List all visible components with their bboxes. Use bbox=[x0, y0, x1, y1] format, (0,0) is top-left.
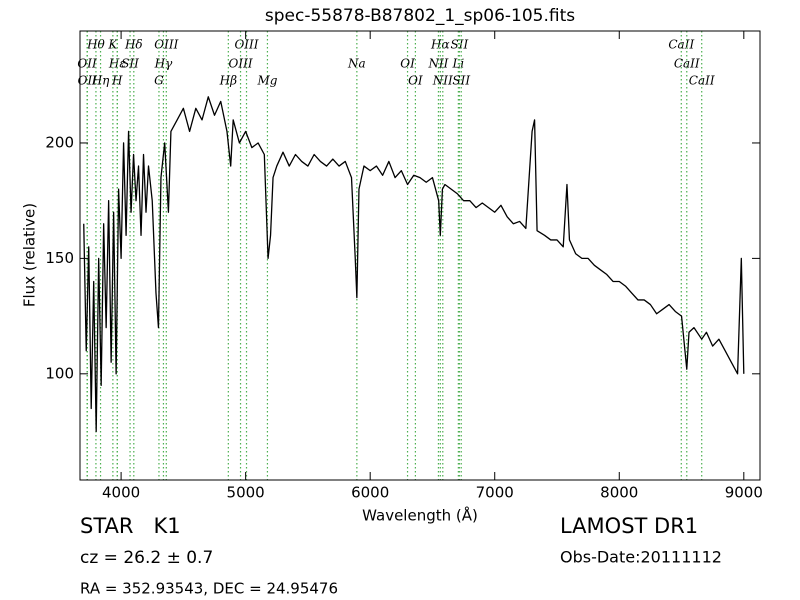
spectral-line-label: G bbox=[154, 74, 164, 88]
info-note: LAMOST DR1 bbox=[560, 514, 698, 538]
spectral-line-label: CaII bbox=[674, 57, 700, 71]
y-tick-label: 100 bbox=[45, 364, 74, 382]
axes: 4000 5000 6000 7000 8000 9000 100 150 200 bbox=[45, 31, 763, 502]
x-tick-label: 4000 bbox=[102, 484, 140, 502]
y-tick-label: 150 bbox=[45, 249, 74, 267]
spectral-line-label: Li bbox=[451, 57, 464, 71]
spectral-line-label: OI bbox=[408, 74, 423, 88]
x-tick-label: 7000 bbox=[476, 484, 514, 502]
info-note: cz = 26.2 ± 0.7 bbox=[80, 548, 213, 568]
y-axis-label: Flux (relative) bbox=[21, 203, 39, 307]
spectral-line-label: OI bbox=[400, 57, 415, 71]
spectral-line-label: OIII bbox=[154, 38, 178, 52]
spectral-line-label: OIII bbox=[234, 38, 258, 52]
spectral-line-label: Hβ bbox=[219, 74, 237, 88]
spectral-line-label: H bbox=[111, 74, 123, 88]
spectral-line-label: Mg bbox=[256, 74, 277, 88]
x-axis-label: Wavelength (Å) bbox=[362, 506, 478, 525]
spectral-line-label: Hα bbox=[430, 38, 450, 52]
info-note: Obs-Date:20111112 bbox=[560, 548, 722, 567]
spectrum-line bbox=[83, 96, 745, 433]
chart-title: spec-55878-B87802_1_sp06-105.fits bbox=[265, 6, 575, 26]
x-tick-label: 9000 bbox=[725, 484, 763, 502]
spectral-line-label: SII bbox=[121, 57, 139, 71]
spectral-line-label: Hγ bbox=[154, 57, 173, 71]
spectral-line-label: K bbox=[107, 38, 118, 52]
y-tick-label: 200 bbox=[45, 133, 74, 151]
x-tick-label: 6000 bbox=[351, 484, 389, 502]
spectral-line-label: Hθ bbox=[86, 38, 105, 52]
spectral-line-label: NII bbox=[432, 74, 453, 88]
x-tick-label: 8000 bbox=[600, 484, 638, 502]
info-note: RA = 352.93543, DEC = 24.95476 bbox=[80, 580, 338, 598]
spectral-line-label: CaII bbox=[689, 74, 715, 88]
spectral-line-label: OII bbox=[78, 74, 98, 88]
x-tick-label: 5000 bbox=[227, 484, 265, 502]
info-note: STAR K1 bbox=[80, 514, 181, 538]
spectral-line-label: SII bbox=[451, 38, 469, 52]
spectral-line-label: OIII bbox=[229, 57, 253, 71]
spectral-line-label: Na bbox=[347, 57, 366, 71]
notes: STAR K1 cz = 26.2 ± 0.7 RA = 352.93543, DE… bbox=[80, 514, 722, 598]
spectral-line-label: Hη bbox=[91, 74, 110, 88]
spectral-line-label: Hδ bbox=[124, 38, 143, 52]
plot-area bbox=[83, 96, 745, 433]
plot-frame bbox=[79, 30, 761, 481]
spectral-line-label: NII bbox=[427, 57, 448, 71]
spectral-line-label: CaII bbox=[668, 38, 694, 52]
spectral-line-label: SII bbox=[452, 74, 470, 88]
